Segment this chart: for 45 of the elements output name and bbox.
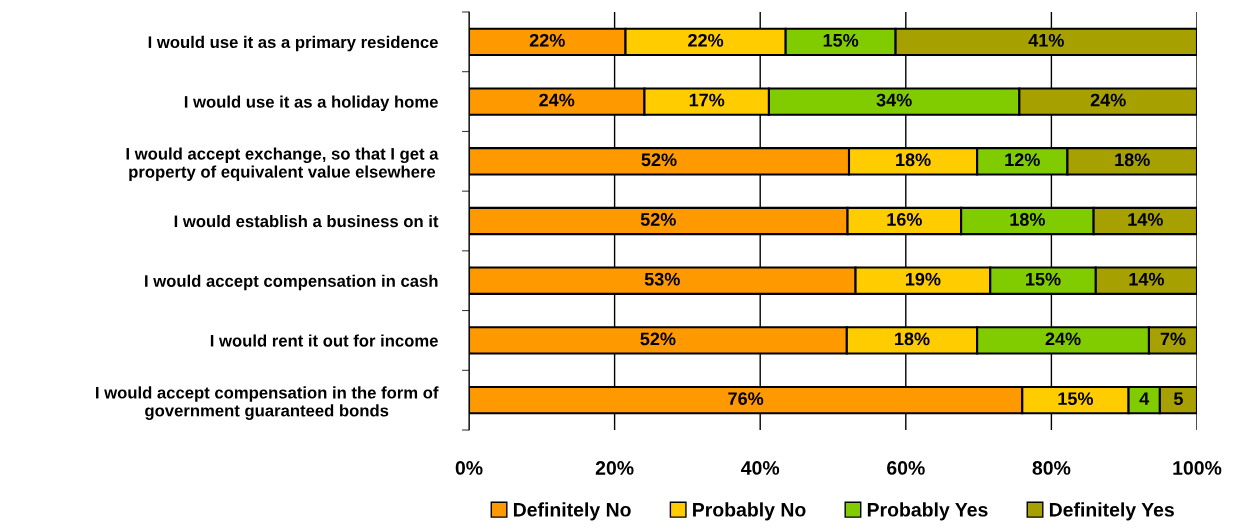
y-tick-label: I would accept compensation in the form of government guaranteed bonds	[96, 386, 439, 420]
legend-label: Definitely Yes	[1049, 502, 1174, 521]
data-label: 17%	[689, 93, 725, 107]
x-tick-label: 80%	[1032, 461, 1071, 475]
data-label: 15%	[1026, 272, 1061, 286]
y-tick-label: I would accept exchange, so that I get a property of equivalent value elsewhere	[126, 147, 439, 181]
x-tick-label: 20%	[595, 461, 634, 475]
x-tick-label: 100%	[1173, 461, 1222, 475]
data-label: 22%	[688, 33, 724, 47]
data-label: 15%	[1058, 392, 1094, 405]
data-label: 18%	[895, 332, 930, 346]
data-label: 4	[1139, 392, 1150, 405]
data-label: 7%	[1160, 332, 1186, 346]
data-label: 5	[1173, 392, 1183, 405]
data-label: 14%	[1128, 213, 1163, 226]
data-label: 52%	[640, 213, 676, 226]
data-label: 24%	[1090, 93, 1126, 107]
legend-label: Probably Yes	[867, 502, 988, 521]
data-label: 12%	[1005, 153, 1040, 167]
data-label: 24%	[1045, 332, 1081, 346]
data-label: 34%	[876, 93, 912, 107]
y-tick-label: I would rent it out for income	[210, 334, 438, 347]
x-tick-label: 40%	[741, 461, 780, 475]
x-tick-label: 0%	[455, 461, 483, 475]
data-label: 76%	[728, 392, 764, 405]
y-tick-label: I would accept compensation in cash	[145, 274, 438, 291]
y-tick-label: I would use it as a holiday home	[184, 95, 438, 112]
data-label: 41%	[1028, 33, 1064, 47]
data-label: 14%	[1129, 272, 1164, 286]
data-label: 15%	[823, 33, 859, 47]
legend-label: Probably No	[693, 502, 806, 521]
y-tick-label: I would establish a business on it	[174, 214, 439, 228]
data-label: 24%	[539, 93, 575, 107]
data-label: 53%	[644, 272, 680, 286]
data-label: 18%	[1010, 213, 1045, 226]
legend-label: Definitely No	[513, 502, 631, 521]
data-label: 22%	[529, 33, 565, 47]
x-tick-label: 60%	[887, 461, 925, 475]
data-label: 18%	[1115, 153, 1150, 167]
data-label: 16%	[887, 213, 922, 226]
data-label: 52%	[641, 153, 677, 167]
data-label: 18%	[896, 153, 931, 167]
data-label: 19%	[905, 272, 941, 286]
data-label: 52%	[640, 332, 676, 346]
y-tick-label: I would use it as a primary residence	[148, 35, 438, 52]
